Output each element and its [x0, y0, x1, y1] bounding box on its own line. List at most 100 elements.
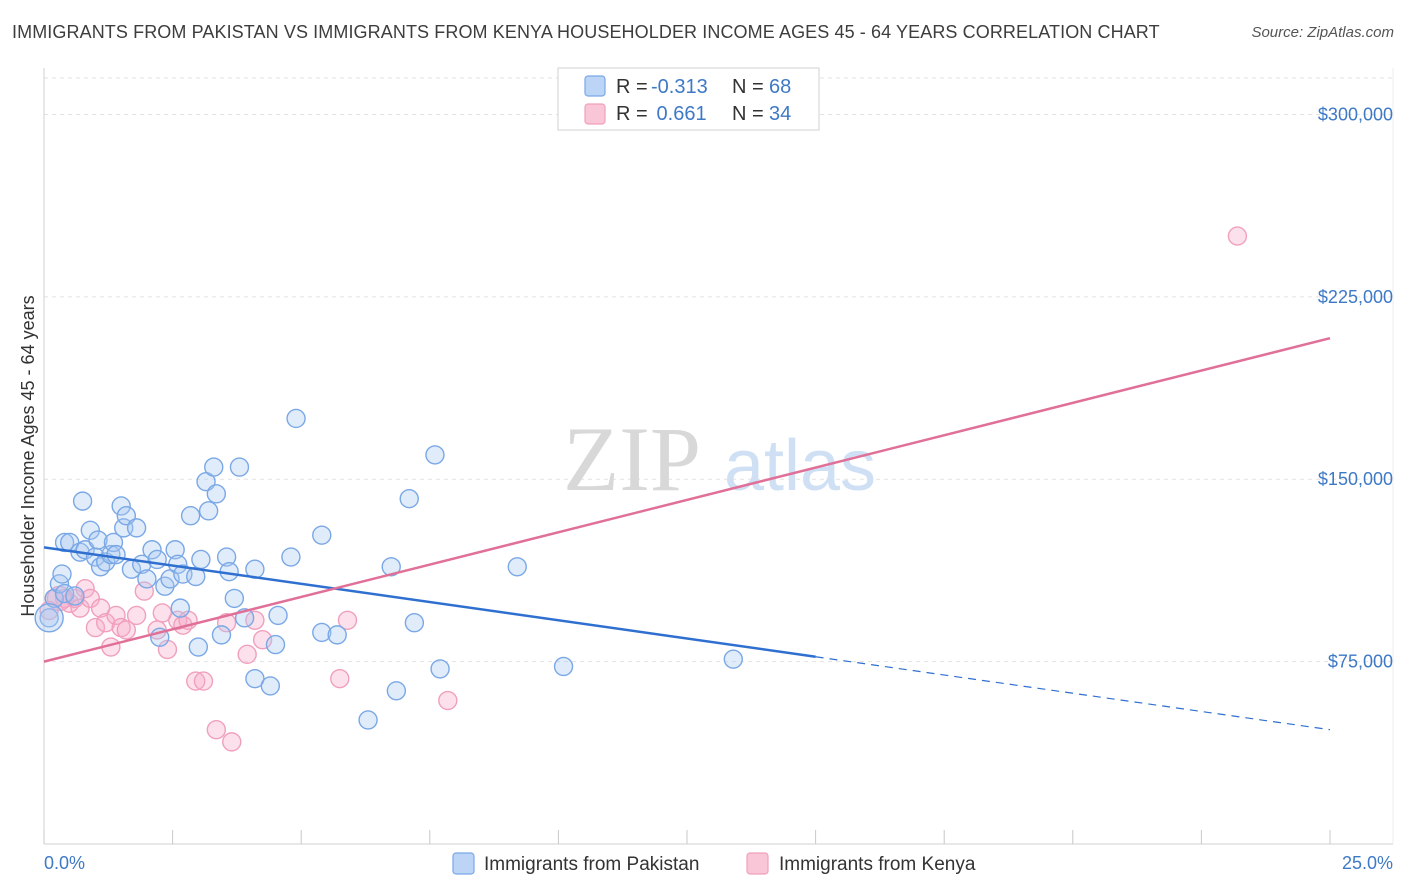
point-kenya [152, 603, 173, 623]
trend-line-pakistan [43, 546, 816, 658]
point-pakistan [106, 544, 126, 565]
legend-r-label-2: R = [616, 103, 648, 125]
point-kenya [96, 613, 116, 633]
x-tick-label-max: 25.0% [1342, 853, 1393, 873]
series-kenya-points [39, 226, 1248, 752]
y-tick-label: $75,000 [1328, 652, 1393, 672]
point-pakistan [65, 586, 85, 606]
point-pakistan [430, 659, 450, 679]
point-pakistan [553, 656, 574, 677]
point-kenya [90, 598, 111, 618]
watermark-zip: ZIP [563, 408, 701, 510]
point-pakistan [216, 547, 237, 567]
point-pakistan [386, 681, 407, 701]
y-axis-title: Householder Income Ages 45 - 64 years [18, 295, 38, 616]
point-kenya [330, 668, 350, 689]
point-pakistan [206, 484, 227, 504]
legend-r-value-1: -0.313 [651, 76, 708, 98]
grid-lines [44, 77, 1393, 663]
point-pakistan [52, 564, 72, 584]
point-pakistan [312, 525, 332, 545]
point-pakistan [507, 557, 527, 577]
point-pakistan [399, 488, 419, 509]
point-pakistan [191, 549, 211, 570]
point-pakistan [188, 637, 209, 657]
point-pakistan [142, 540, 162, 560]
point-kenya [70, 598, 90, 618]
point-kenya [438, 690, 458, 711]
point-pakistan-large [34, 603, 64, 633]
point-kenya [186, 671, 206, 691]
legend-swatch-pakistan [584, 75, 606, 97]
point-pakistan [72, 491, 93, 511]
legend-r-label-1: R = [616, 76, 648, 98]
point-pakistan [88, 530, 108, 550]
point-pakistan [281, 547, 301, 567]
source-label: Source: ZipAtlas.com [1251, 24, 1394, 41]
point-pakistan [286, 408, 306, 429]
point-pakistan [723, 649, 743, 669]
point-kenya [206, 720, 227, 740]
legend-swatch-kenya [584, 103, 606, 125]
legend-bottom-label-pakistan: Immigrants from Pakistan [484, 854, 699, 875]
point-kenya [216, 613, 237, 633]
legend-n-value-1: 68 [769, 76, 791, 98]
point-pakistan [265, 634, 286, 655]
legend-n-value-2: 34 [769, 103, 791, 125]
x-tick-label-min: 0.0% [44, 853, 85, 873]
legend-bottom-swatch-kenya [746, 852, 769, 875]
y-tick-label: $150,000 [1318, 469, 1393, 489]
point-kenya [193, 671, 214, 691]
point-kenya [116, 620, 137, 640]
point-pakistan [312, 622, 332, 643]
legend-r-value-2: 0.661 [651, 103, 707, 125]
legend-bottom-swatch-pakistan [452, 852, 475, 875]
point-pakistan [165, 540, 185, 560]
axes [43, 68, 1394, 845]
point-pakistan [425, 445, 445, 465]
watermark-atlas: atlas [724, 426, 876, 506]
point-pakistan [137, 569, 157, 589]
trend-lines [43, 336, 1331, 731]
y-tick-label: $225,000 [1318, 287, 1393, 307]
point-kenya [75, 578, 95, 599]
point-pakistan [170, 598, 191, 618]
point-pakistan [80, 520, 100, 541]
y-tick-labels: $75,000 $150,000 $225,000 $300,000 [1318, 104, 1393, 671]
point-kenya [337, 610, 358, 630]
point-kenya [126, 605, 147, 626]
point-pakistan [245, 668, 265, 689]
point-pakistan [381, 557, 401, 577]
point-pakistan [180, 506, 201, 526]
chart-title: IMMIGRANTS FROM PAKISTAN VS IMMIGRANTS F… [12, 22, 1160, 42]
point-pakistan [268, 605, 288, 626]
point-kenya [106, 605, 126, 626]
watermark: ZIP atlas [563, 408, 876, 510]
legend-top: R = -0.313 N = 68 R = 0.661 N = 34 [557, 67, 820, 131]
trend-line-pakistan-dashed [815, 656, 1331, 731]
point-kenya [80, 588, 100, 609]
point-pakistan [204, 457, 224, 477]
legend-n-label-1: N = [732, 76, 764, 98]
legend-bottom: Immigrants from Pakistan Immigrants from… [452, 852, 976, 875]
point-pakistan [358, 710, 378, 730]
legend-bottom-label-kenya: Immigrants from Kenya [779, 854, 976, 875]
trend-line-kenya [43, 336, 1331, 663]
point-pakistan [211, 625, 232, 645]
point-pakistan [111, 496, 131, 516]
point-pakistan [260, 676, 281, 696]
point-pakistan [327, 625, 347, 645]
series-pakistan-points [34, 408, 743, 730]
point-kenya [237, 644, 257, 665]
point-pakistan [44, 588, 64, 609]
point-kenya [1227, 226, 1248, 246]
point-kenya [85, 617, 106, 638]
point-pakistan [103, 532, 124, 553]
point-kenya [134, 581, 155, 601]
point-pakistan [224, 588, 245, 609]
point-kenya [222, 732, 242, 752]
point-pakistan [126, 518, 147, 538]
y-tick-label: $300,000 [1318, 104, 1393, 124]
point-pakistan [198, 501, 219, 521]
point-pakistan [147, 549, 167, 570]
